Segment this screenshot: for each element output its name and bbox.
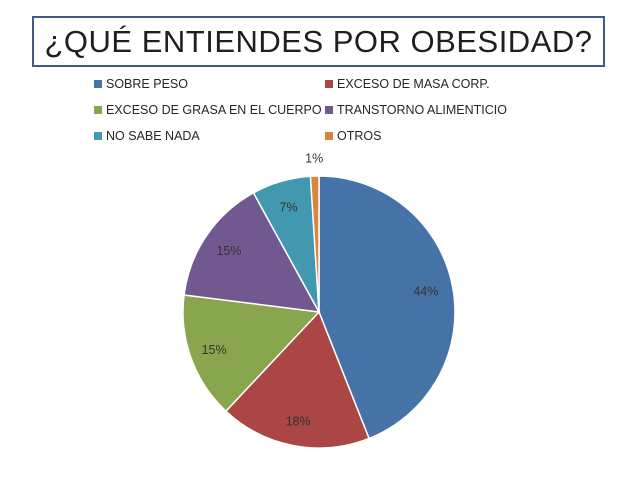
legend-label: SOBRE PESO — [106, 77, 188, 91]
legend-label: NO SABE NADA — [106, 129, 200, 143]
pie-slice-sobre-peso — [318, 175, 456, 440]
legend-item-sobre-peso: SOBRE PESO — [94, 77, 188, 91]
title-box: ¿QUÉ ENTIENDES POR OBESIDAD? — [32, 16, 605, 67]
data-label-transtorno: 15% — [216, 244, 241, 258]
legend-label: EXCESO DE GRASA EN EL CUERPO — [106, 103, 322, 117]
legend-item-exceso-masa: EXCESO DE MASA CORP. — [325, 77, 490, 91]
data-label-otros: 1% — [305, 151, 323, 165]
legend-label: EXCESO DE MASA CORP. — [337, 77, 490, 91]
pie-slice-exceso-masa — [224, 310, 371, 449]
legend-label: TRANSTORNO ALIMENTICIO — [337, 103, 507, 117]
legend-swatch — [94, 106, 102, 114]
legend-swatch — [325, 132, 333, 140]
data-label-sobre-peso: 44% — [413, 285, 438, 299]
legend-label: OTROS — [337, 129, 382, 143]
legend-item-transtorno: TRANSTORNO ALIMENTICIO — [325, 103, 507, 117]
pie-slice-transtorno — [183, 191, 321, 313]
legend-item-otros: OTROS — [325, 129, 381, 143]
legend-swatch — [325, 80, 333, 88]
legend-item-no-sabe: NO SABE NADA — [94, 129, 200, 143]
legend-item-exceso-grasa: EXCESO DE GRASA EN EL CUERPO — [94, 103, 322, 117]
pie-slice-otros — [309, 175, 320, 313]
data-label-exceso-grasa: 15% — [202, 343, 227, 357]
chart-title: ¿QUÉ ENTIENDES POR OBESIDAD? — [44, 24, 593, 59]
pie-slice-exceso-grasa — [182, 294, 321, 413]
legend-swatch — [325, 106, 333, 114]
data-label-no-sabe: 7% — [280, 201, 298, 215]
legend-swatch — [94, 132, 102, 140]
data-label-exceso-masa: 18% — [286, 415, 311, 429]
legend-swatch — [94, 80, 102, 88]
